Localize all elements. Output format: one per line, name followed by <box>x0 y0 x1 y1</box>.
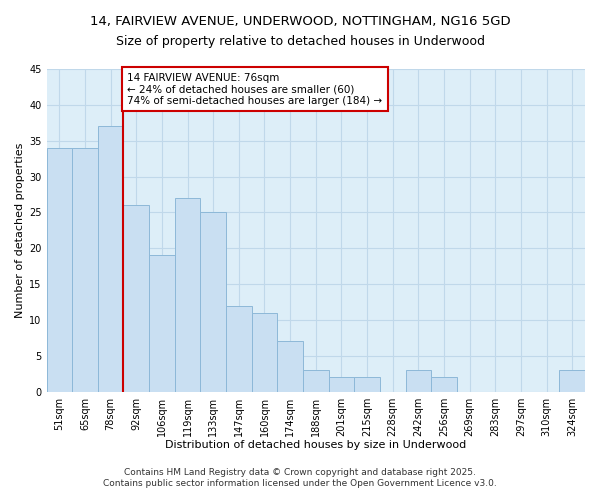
Bar <box>559 370 585 392</box>
Bar <box>303 370 329 392</box>
Bar <box>354 378 380 392</box>
Bar <box>329 378 354 392</box>
Bar <box>406 370 431 392</box>
Bar <box>149 256 175 392</box>
Y-axis label: Number of detached properties: Number of detached properties <box>15 142 25 318</box>
Bar <box>47 148 72 392</box>
Text: 14, FAIRVIEW AVENUE, UNDERWOOD, NOTTINGHAM, NG16 5GD: 14, FAIRVIEW AVENUE, UNDERWOOD, NOTTINGH… <box>89 15 511 28</box>
Text: Contains HM Land Registry data © Crown copyright and database right 2025.
Contai: Contains HM Land Registry data © Crown c… <box>103 468 497 487</box>
Bar <box>200 212 226 392</box>
Bar <box>431 378 457 392</box>
Bar <box>98 126 124 392</box>
Text: 14 FAIRVIEW AVENUE: 76sqm
← 24% of detached houses are smaller (60)
74% of semi-: 14 FAIRVIEW AVENUE: 76sqm ← 24% of detac… <box>127 72 382 106</box>
Bar <box>251 312 277 392</box>
Bar <box>277 342 303 392</box>
Bar <box>226 306 251 392</box>
Bar <box>124 205 149 392</box>
Text: Size of property relative to detached houses in Underwood: Size of property relative to detached ho… <box>115 35 485 48</box>
Bar <box>175 198 200 392</box>
Bar <box>72 148 98 392</box>
X-axis label: Distribution of detached houses by size in Underwood: Distribution of detached houses by size … <box>165 440 466 450</box>
